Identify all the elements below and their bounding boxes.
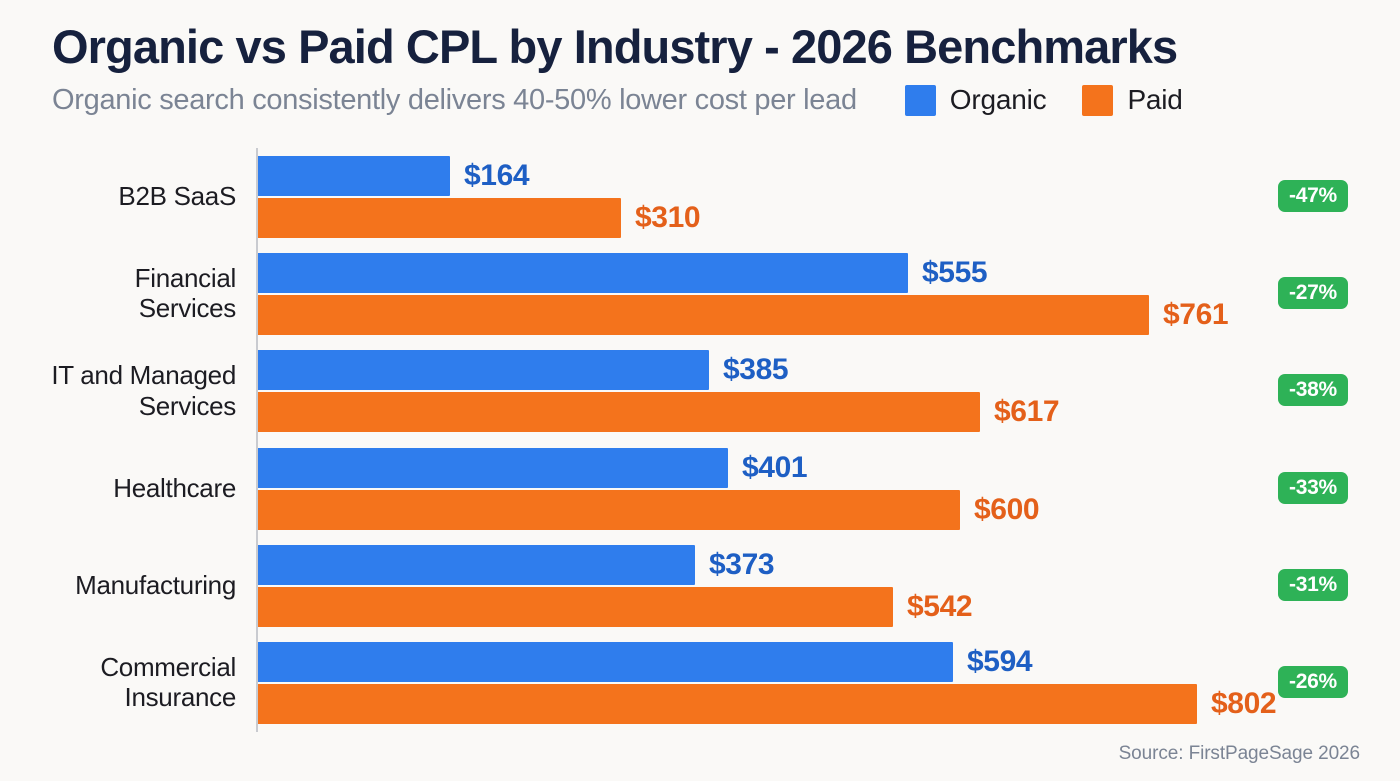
- category-label: Manufacturing: [75, 569, 236, 600]
- bar-paid[interactable]: $761: [258, 295, 1349, 336]
- bar-organic[interactable]: $385: [258, 350, 909, 391]
- savings-badge: -31%: [1278, 568, 1348, 601]
- chart-header: Organic vs Paid CPL by Industry - 2026 B…: [52, 22, 1360, 120]
- savings-badge: -26%: [1278, 666, 1348, 698]
- bar-organic[interactable]: $401: [258, 447, 928, 488]
- bar-organic[interactable]: $373: [258, 544, 895, 585]
- bar-rect-paid: [258, 489, 960, 530]
- y-axis-line: [256, 148, 258, 732]
- category-label: Healthcare: [113, 472, 236, 503]
- savings-badge: -38%: [1278, 374, 1348, 407]
- bar-paid[interactable]: $310: [258, 198, 821, 238]
- legend-label-paid: Paid: [1127, 84, 1183, 116]
- savings-badge: -47%: [1278, 180, 1348, 212]
- bar-group: Manufacturing $373 $542 -31%: [0, 537, 1400, 633]
- savings-badge: -27%: [1278, 277, 1348, 310]
- bar-group: B2B SaaS $164 $310 -47%: [0, 148, 1400, 244]
- plot-area: B2B SaaS $164 $310 -47% Financial Services $55…: [0, 148, 1400, 732]
- chart-legend: Organic Paid: [904, 84, 1183, 116]
- chart-subtitle: Organic search consistently delivers 40-…: [52, 83, 857, 116]
- bar-rect-paid: [258, 392, 980, 433]
- bar-organic[interactable]: $164: [258, 156, 650, 196]
- bar-rect-paid: [258, 198, 621, 238]
- bar-value-organic: $385: [723, 353, 789, 387]
- bar-group: IT and Managed Services $385 $617 -38%: [0, 342, 1400, 438]
- bar-organic[interactable]: $555: [258, 253, 1108, 294]
- bar-paid[interactable]: $542: [258, 586, 1093, 627]
- category-label: B2B SaaS: [118, 180, 236, 211]
- bar-rect-organic: [258, 544, 695, 585]
- bar-value-organic: $164: [464, 159, 530, 192]
- bar-value-organic: $594: [967, 645, 1033, 678]
- legend-label-organic: Organic: [949, 84, 1047, 116]
- bar-rect-paid: [258, 684, 1197, 724]
- bar-value-paid: $600: [974, 492, 1040, 526]
- bar-value-paid: $310: [635, 201, 701, 234]
- bar-value-paid: $617: [994, 395, 1060, 429]
- bar-rect-organic: [258, 642, 953, 682]
- bar-rect-organic: [258, 253, 908, 294]
- bar-rect-organic: [258, 447, 728, 488]
- bar-value-organic: $555: [922, 256, 988, 290]
- legend-swatch-organic: [904, 84, 936, 116]
- bar-rect-paid: [258, 295, 1149, 336]
- bar-value-paid: $542: [907, 589, 973, 623]
- bar-value-paid: $802: [1211, 687, 1277, 720]
- legend-swatch-paid: [1082, 84, 1114, 116]
- bar-value-organic: $401: [742, 450, 808, 484]
- chart-title: Organic vs Paid CPL by Industry - 2026 B…: [52, 20, 1178, 73]
- bar-group: Commercial Insurance $594 $802 -26%: [0, 634, 1400, 730]
- bar-rect-organic: [258, 350, 709, 391]
- category-label: IT and Managed Services: [51, 360, 236, 421]
- bar-paid[interactable]: $600: [258, 489, 1160, 530]
- bar-paid[interactable]: $617: [258, 392, 1180, 433]
- savings-badge: -33%: [1278, 471, 1348, 504]
- category-label: Financial Services: [134, 263, 237, 324]
- bar-rect-organic: [258, 156, 450, 196]
- subtitle-legend-row: Organic search consistently delivers 40-…: [52, 80, 1360, 120]
- legend-item-organic[interactable]: Organic: [904, 84, 1047, 116]
- bar-rect-paid: [258, 586, 893, 627]
- bar-organic[interactable]: $594: [258, 642, 1153, 682]
- bar-value-organic: $373: [709, 547, 775, 581]
- source-note: Source: FirstPageSage 2026: [1118, 743, 1360, 764]
- bar-value-paid: $761: [1163, 298, 1229, 332]
- bar-group: Financial Services $555 $761 -27%: [0, 245, 1400, 341]
- bar-paid[interactable]: $802: [258, 684, 1397, 724]
- category-label: Commercial Insurance: [100, 651, 236, 712]
- legend-item-paid[interactable]: Paid: [1082, 84, 1183, 116]
- bar-group: Healthcare $401 $600 -33%: [0, 440, 1400, 536]
